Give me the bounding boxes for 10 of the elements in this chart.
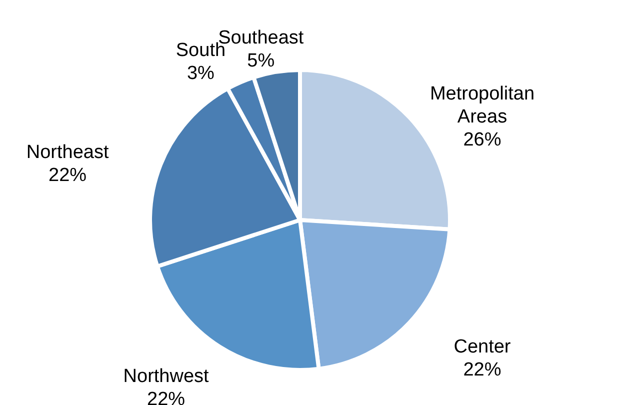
slice-label: Center [454,336,512,358]
slice-label: Northeast [26,142,110,163]
data-label: 22% [463,360,502,381]
data-label: 22% [147,389,186,405]
slice-label: Metropolitan Areas [430,83,535,128]
data-label: 5% [247,50,275,72]
data-label: 22% [48,164,87,186]
data-label: 3% [186,63,215,84]
slice-label: Northwest [123,366,210,388]
data-label: 26% [463,129,502,150]
